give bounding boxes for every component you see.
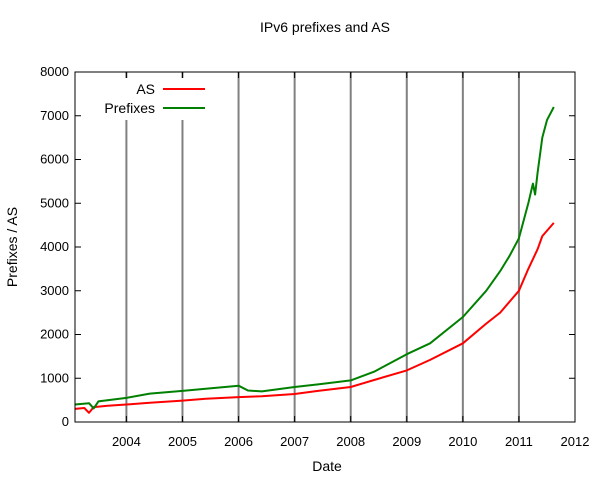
x-tick-label: 2007 [280, 434, 309, 449]
y-tick-label: 3000 [40, 283, 69, 298]
series-line-prefixes [74, 106, 555, 410]
legend-label-prefixes: Prefixes [104, 100, 155, 116]
ticks: 2004 2005 2006 2007 2008 2009 2010 2011 2012 0 100… [40, 64, 589, 449]
y-tick-label: 7000 [40, 108, 69, 123]
series-line-as [74, 222, 555, 414]
y-tick-label: 5000 [40, 195, 69, 210]
plot-frame [74, 71, 576, 423]
legend-label-as: AS [136, 81, 155, 97]
x-tick-label: 2012 [561, 434, 590, 449]
y-tick-label: 0 [62, 414, 69, 429]
x-tick-label: 2008 [336, 434, 365, 449]
x-tick-label: 2011 [505, 434, 533, 449]
y-tick-label: 6000 [40, 152, 69, 167]
y-tick-label: 1000 [40, 370, 69, 385]
y-tick-label: 2000 [40, 327, 69, 342]
y-tick-label: 4000 [40, 239, 69, 254]
series-group [74, 106, 555, 414]
x-tick-label: 2005 [168, 434, 197, 449]
grid [125, 72, 520, 422]
chart-title: IPv6 prefixes and AS [260, 19, 390, 35]
x-tick-label: 2010 [448, 434, 477, 449]
y-tick-label: 8000 [40, 64, 69, 79]
legend: AS Prefixes [90, 78, 214, 120]
x-axis-label: Date [312, 458, 342, 474]
x-tick-label: 2004 [112, 434, 141, 449]
x-tick-label: 2009 [392, 434, 421, 449]
y-axis-label: Prefixes / AS [4, 207, 20, 287]
legend-background [90, 78, 214, 120]
x-tick-label: 2006 [224, 434, 253, 449]
